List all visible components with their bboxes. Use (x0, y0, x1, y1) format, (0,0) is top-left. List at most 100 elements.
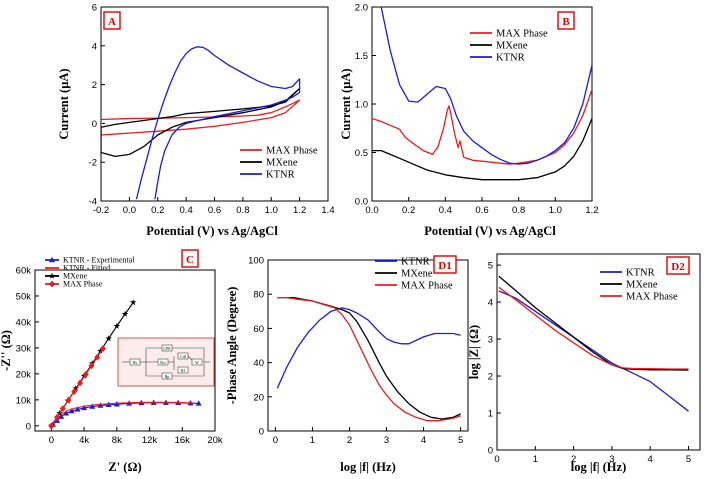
y-tick-label: 30k (16, 343, 32, 354)
y-tick-label: 6 (92, 3, 97, 14)
point-ktnr-experimental (89, 403, 96, 409)
circuit-element-label: Rp (165, 374, 170, 379)
y-tick-label: 50k (16, 291, 32, 302)
point-ktnr-experimental (74, 406, 81, 412)
y-tick-label: 0.5 (355, 148, 368, 159)
series-group (372, 7, 592, 181)
x-tick-label: 1.2 (293, 205, 306, 216)
point-max-phase (71, 388, 78, 395)
point-max-phase (59, 405, 66, 413)
legend-label-mxene: MXene (63, 272, 87, 281)
circuit-element (191, 358, 203, 366)
point-ktnr-experimental (113, 401, 120, 407)
circuit-element-label: Rct (160, 360, 166, 365)
series-group (498, 275, 689, 412)
x-tick-label: 1.4 (321, 205, 334, 216)
y-tick-label: 0 (92, 119, 97, 130)
legend-label-mxene: MXene (401, 269, 433, 280)
x-axis-label: Z' (Ω) (108, 460, 141, 474)
x-tick-label: 2 (347, 435, 352, 446)
legend-label-mxene: MXene (496, 41, 528, 52)
legend-marker-mxene (48, 272, 56, 279)
panel-label: A (108, 16, 116, 28)
panel-b: 0.0 0.2 0.4 0.6 0.8 1.0 1.2 0.0 0.5 1.0 1.5 2.0 Curr… (339, 3, 599, 217)
y-tick-label: 1.0 (355, 100, 368, 111)
y-tick-label: 2 (92, 80, 97, 91)
x-tick-label: 0.8 (512, 205, 525, 216)
x-tick-label: 1 (310, 435, 315, 446)
point-max-phase (82, 370, 89, 378)
circuit-element (161, 344, 173, 352)
point-max-phase (54, 413, 61, 421)
circuit-element-label: W (195, 360, 199, 365)
series-line-ktnr (135, 46, 301, 200)
x-tick-label: 0.0 (123, 205, 136, 216)
x-tick-label: 4 (648, 454, 653, 465)
series-line-mxene (101, 87, 301, 158)
series-group (48, 299, 202, 430)
series-line-max-phase (372, 89, 592, 165)
point-mxene (121, 310, 129, 317)
point-ktnr-experimental (63, 410, 70, 416)
point-mxene (129, 299, 137, 306)
point-ktnr-experimental (195, 400, 202, 406)
x-tick-label: 5 (458, 435, 463, 446)
point-mxene (72, 385, 80, 392)
y-tick-label: 1 (488, 409, 493, 420)
legend-label-max-phase: MAX Phase (626, 292, 678, 303)
plot-frame (496, 253, 701, 451)
x-tick-label: 0 (49, 435, 54, 446)
x-tick-label: 12k (142, 435, 158, 446)
x-tick-label: 0.4 (439, 205, 452, 216)
point-max-phase (65, 396, 72, 404)
panel-a: -0.2 0.0 0.2 0.4 0.6 0.8 1.0 1.2 1.4 -4 -2 0 2 4 6 Curr… (57, 3, 335, 217)
circuit-element-label: Cdl (180, 354, 187, 359)
x-tick-label: 0.2 (151, 205, 164, 216)
y-tick-label: 4 (92, 41, 97, 52)
x-tick-label: 4 (421, 435, 426, 446)
y-tick-label: 1.5 (355, 51, 368, 62)
y-tick-label: 0.0 (355, 197, 368, 208)
circuit-element (177, 366, 189, 374)
x-tick-label: 3 (384, 435, 389, 446)
x-tick-label: 5 (686, 454, 691, 465)
legend-marker-ktnr-experimental (49, 256, 55, 263)
y-tick-label: 10k (16, 395, 32, 406)
panel-label: B (562, 16, 570, 28)
y-tick-label: 40k (16, 317, 32, 328)
shared-xlabel-ab: Potential (V) vs Ag/AgCl (146, 224, 278, 238)
panel-d1: 0 1 2 3 4 5 0 20 40 60 80 100 -Phase Angle (Degree) l… (225, 255, 469, 474)
y-tick-label: 60 (253, 324, 264, 335)
series-line-mxene (277, 296, 461, 420)
y-tick-label: 40 (253, 358, 264, 369)
x-tick-label: 1.0 (265, 205, 278, 216)
x-tick-label: 1.0 (549, 205, 562, 216)
legend-label-ktnr: KTNR (626, 268, 655, 279)
x-tick-label: 0 (494, 454, 499, 465)
plot-frame (34, 269, 216, 432)
series-line-max-phase (498, 286, 689, 370)
x-tick-label: 3 (609, 454, 614, 465)
y-tick-label: 4 (488, 298, 493, 309)
point-mxene (113, 322, 121, 329)
x-tick-label: 0.6 (208, 205, 221, 216)
x-tick-label: 8k (112, 435, 122, 446)
y-tick-label: 0 (488, 446, 493, 457)
point-max-phase (88, 362, 95, 370)
legend-label-max-phase: MAX Phase (496, 29, 548, 40)
panel-label-box (103, 11, 121, 30)
circuit-element-label: Rs (133, 360, 138, 365)
legend-label-mxene: MXene (266, 158, 298, 169)
panel-label-box (557, 11, 575, 30)
point-mxene (105, 335, 112, 342)
series-line-max-phase (50, 348, 104, 427)
y-tick-label: 0 (26, 421, 31, 432)
point-ktnr-experimental (97, 402, 104, 408)
point-max-phase (99, 345, 106, 353)
series-group (101, 46, 301, 200)
plot-frame (371, 6, 593, 202)
y-tick-label: -4 (89, 197, 97, 208)
y-tick-label: 20 (253, 392, 264, 403)
panel-c: 0 4k 8k 12k 16k 20k 0 10k 20k 30k 40k 50k 60k -Z'' (Ω… (0, 249, 223, 474)
